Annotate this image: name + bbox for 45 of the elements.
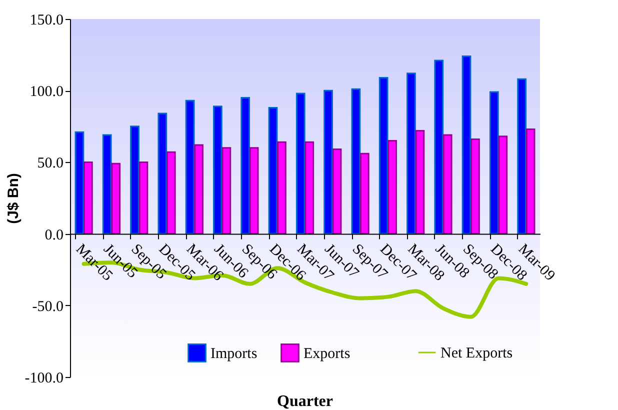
bar: [324, 90, 333, 235]
bar: [222, 147, 232, 235]
bar: [296, 92, 306, 235]
y-tick-label: 0.0: [44, 227, 64, 244]
bar: [277, 141, 286, 235]
bar: [158, 112, 168, 235]
bar: [249, 147, 259, 235]
bar: [378, 76, 388, 235]
legend-label: Exports: [304, 346, 350, 362]
bar: [489, 91, 499, 235]
bar: [240, 97, 250, 235]
bar: [102, 134, 112, 235]
bar: [360, 152, 370, 235]
legend-label: Imports: [210, 346, 258, 362]
bar: [442, 134, 452, 235]
bar: [406, 72, 416, 235]
bar: [185, 100, 195, 235]
bar: [166, 151, 176, 235]
bar: [415, 130, 425, 235]
bar: [526, 128, 536, 235]
bar: [434, 60, 444, 235]
bar: [268, 107, 278, 235]
bar: [332, 148, 342, 235]
bar: [462, 55, 472, 235]
bar: [213, 106, 222, 235]
x-axis-title: Quarter: [277, 393, 333, 410]
bar: [138, 161, 148, 235]
bar: [517, 78, 526, 235]
bar: [111, 162, 121, 235]
bar: [130, 126, 140, 235]
y-tick-label: 50.0: [37, 156, 64, 172]
y-tick-label: 100.0: [30, 84, 64, 100]
bar: [304, 141, 314, 235]
bar: [470, 138, 480, 235]
y-axis-title: (J$ Bn): [4, 173, 22, 224]
bar: [498, 136, 508, 235]
y-tick-label: -50.0: [32, 298, 64, 315]
legend-label: Net Exports: [440, 346, 513, 362]
bar: [351, 88, 361, 235]
y-tick-label: 150.0: [30, 12, 64, 28]
bar: [194, 144, 204, 235]
bar: [74, 131, 84, 235]
y-tick-label: -100.0: [24, 370, 64, 386]
bar: [84, 161, 93, 235]
bar: [388, 140, 397, 235]
